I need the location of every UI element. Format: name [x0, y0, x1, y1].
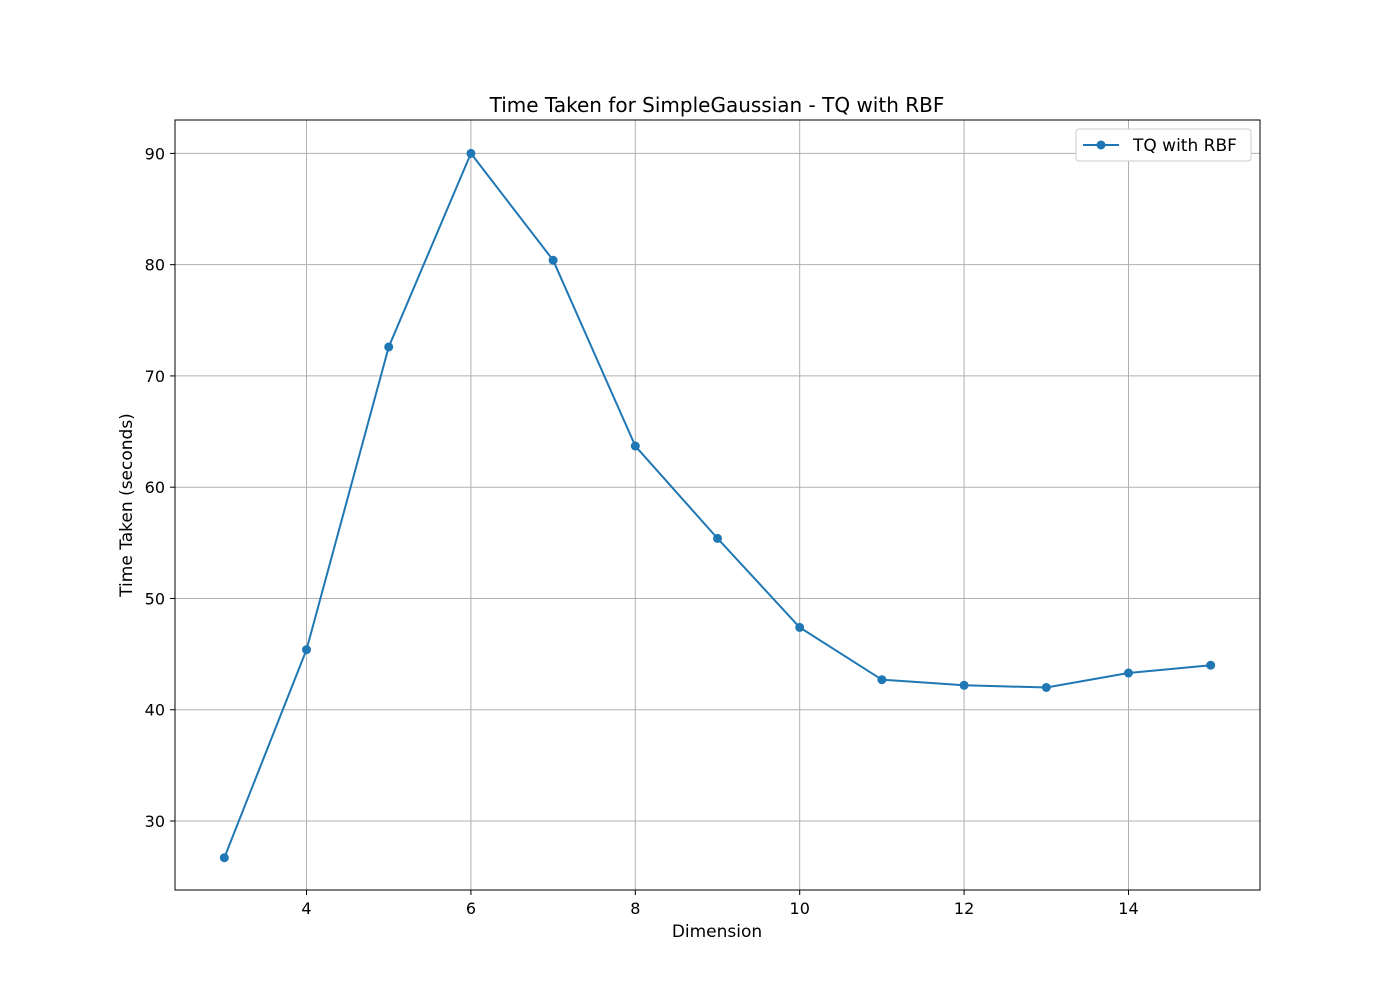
data-point	[877, 675, 887, 685]
x-tick-label: 12	[954, 899, 974, 918]
data-point	[384, 342, 394, 352]
y-axis-label: Time Taken (seconds)	[117, 413, 137, 598]
legend-marker	[1096, 140, 1106, 150]
legend: TQ with RBF	[1075, 128, 1252, 162]
axis-ticks: 4 6 8 10 12 14 30 40 50 60 70 80 90	[145, 144, 1139, 918]
x-tick-label: 14	[1118, 899, 1138, 918]
data-point	[1206, 660, 1216, 670]
data-point	[1123, 668, 1133, 678]
y-tick-label: 40	[145, 701, 165, 720]
y-tick-label: 60	[145, 478, 165, 497]
x-tick-label: 10	[790, 899, 810, 918]
data-point	[548, 255, 558, 265]
y-tick-label: 50	[145, 589, 165, 608]
legend-label: TQ with RBF	[1132, 136, 1237, 156]
series-layer	[219, 148, 1216, 863]
plot-area	[174, 119, 1261, 891]
x-tick-label: 4	[301, 899, 311, 918]
data-point	[219, 853, 229, 863]
data-point	[1041, 682, 1051, 692]
data-point	[630, 441, 640, 451]
legend-box	[1075, 128, 1252, 162]
data-point	[959, 680, 969, 690]
data-point	[302, 645, 312, 655]
y-tick-label: 80	[145, 256, 165, 275]
y-tick-label: 30	[145, 812, 165, 831]
x-tick-label: 8	[630, 899, 640, 918]
x-axis-label: Dimension	[672, 922, 762, 942]
grid	[175, 120, 1260, 890]
data-point	[795, 622, 805, 632]
data-point	[713, 533, 722, 543]
chart-title: Time Taken for SimpleGaussian - TQ with …	[489, 93, 945, 117]
y-tick-label: 70	[145, 367, 165, 386]
x-tick-label: 6	[466, 899, 476, 918]
y-tick-label: 90	[145, 144, 165, 163]
data-point	[466, 148, 476, 158]
